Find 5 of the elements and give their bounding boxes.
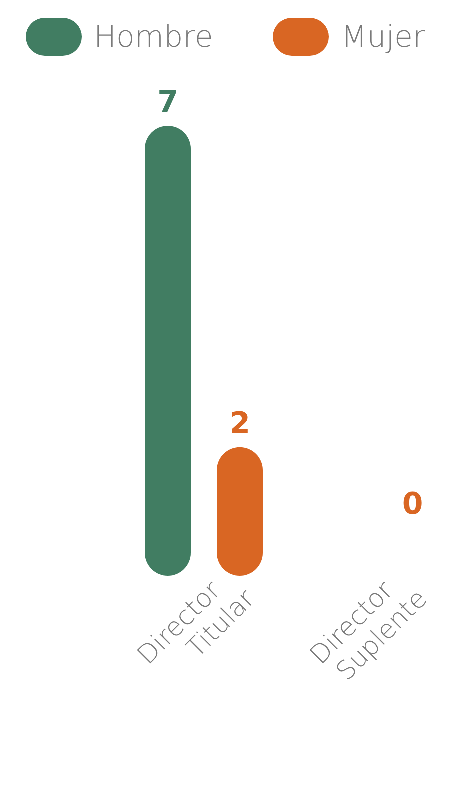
data-label: 7 bbox=[158, 85, 178, 120]
legend-label: Hombre bbox=[94, 20, 214, 54]
data-label: 2 bbox=[230, 406, 250, 442]
legend-label: Mujer bbox=[341, 20, 426, 54]
data-label: 0 bbox=[402, 487, 424, 522]
